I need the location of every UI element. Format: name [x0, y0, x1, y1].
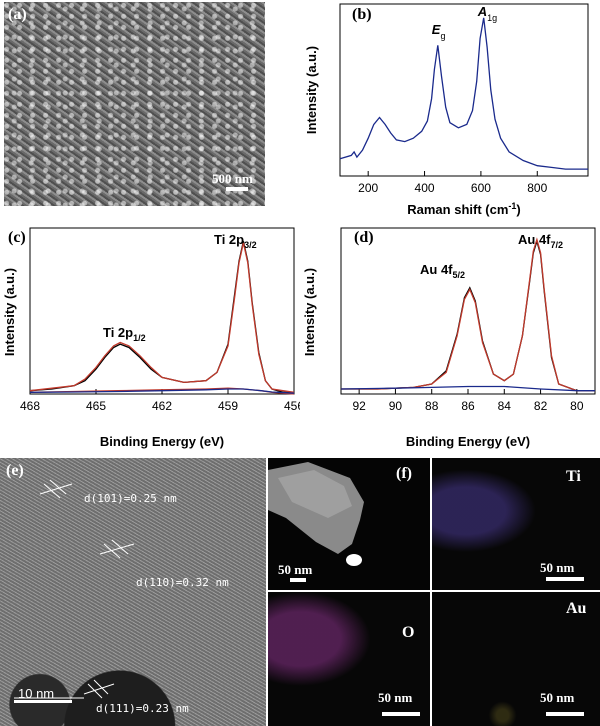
- ti2p-tick-label: 468: [20, 399, 40, 413]
- eds-o-scale-bar: [382, 712, 420, 716]
- raman-peak-label: Eg: [432, 22, 446, 41]
- stem-scale-bar: [290, 578, 306, 582]
- sem-scale-label: 500 nm: [212, 171, 253, 186]
- ti2p-3half-label: Ti 2p3/2: [214, 232, 257, 250]
- stem-particle: [268, 462, 364, 566]
- hrtem-overlay: [14, 479, 135, 699]
- ti2p-frame: [29, 227, 295, 395]
- au4f-y-title: Intensity (a.u.): [302, 268, 317, 356]
- panel-label-c: (c): [8, 229, 26, 246]
- au4f-tick-label: 92: [352, 399, 366, 413]
- lattice-marker-110: [103, 543, 121, 559]
- panel-label-f: (f): [396, 465, 412, 482]
- ti2p-tick-label: 465: [86, 399, 106, 413]
- hrtem-scale-bar: [14, 700, 72, 703]
- ti2p-half-label: Ti 2p1/2: [103, 325, 146, 343]
- panel-label-d: (d): [354, 229, 374, 246]
- au4f-series-0: [341, 238, 595, 392]
- au4f-frame: [340, 227, 596, 395]
- eds-map-au: [432, 592, 600, 726]
- hrtem-scale-label: 10 nm: [18, 686, 55, 701]
- ti2p-tick-label: 456: [284, 399, 300, 413]
- au4f-tick-label: 90: [389, 399, 403, 413]
- raman-series-0: [339, 17, 588, 170]
- sem-image: [4, 2, 265, 206]
- d-spacing-110: d(110)=0.32 nm: [136, 576, 229, 589]
- ti2p-y-title: Intensity (a.u.): [2, 268, 17, 356]
- ti2p-chart: 468 465 462 459 456 Ti 2p1/2 Ti 2p3/2 Bindin…: [2, 227, 300, 449]
- eds-o-label: O: [402, 624, 415, 641]
- panel-label-b: (b): [352, 6, 372, 23]
- eds-ti-scale-label: 50 nm: [540, 560, 575, 575]
- ti2p-x-title: Binding Energy (eV): [100, 434, 224, 449]
- raman-tick-label: 800: [527, 181, 547, 195]
- raman-chart: 200 400 600 800 Eg A1g Raman shift (cm-1) In…: [304, 3, 589, 217]
- au4f-tick-label: 86: [461, 399, 475, 413]
- eds-map-o: [268, 592, 430, 726]
- ti2p-series-3: [29, 388, 295, 394]
- eds-au-label: Au: [566, 600, 587, 617]
- raman-tick-label: 400: [415, 181, 435, 195]
- hrtem-image: [0, 458, 266, 726]
- eds-map-ti: [432, 458, 600, 590]
- raman-peak-label: A1g: [477, 4, 497, 23]
- d-spacing-101: d(101)=0.25 nm: [84, 492, 177, 505]
- au-particle: [346, 554, 362, 566]
- ti2p-tick-label: 459: [218, 399, 238, 413]
- eds-o-scale-label: 50 nm: [378, 690, 413, 705]
- sem-scale-bar: [226, 187, 248, 191]
- stem-image: [268, 458, 430, 590]
- au4f-72-label: Au 4f7/2: [518, 232, 563, 250]
- lattice-marker-101: [43, 483, 61, 499]
- eds-au-scale-bar: [546, 712, 584, 716]
- raman-tick-label: 600: [471, 181, 491, 195]
- au4f-series-2: [340, 385, 595, 392]
- raman-frame: [339, 3, 589, 177]
- ti2p-series-1: [29, 242, 295, 393]
- eds-ti-label: Ti: [566, 468, 581, 485]
- au4f-x-title: Binding Energy (eV): [406, 434, 530, 449]
- panel-label-a: (a): [8, 6, 27, 23]
- panel-label-e: (e): [6, 462, 24, 479]
- ti2p-tick-label: 462: [152, 399, 172, 413]
- eds-ti-scale-bar: [546, 577, 584, 581]
- raman-tick-label: 200: [358, 181, 378, 195]
- lattice-marker-111: [87, 683, 103, 699]
- d-spacing-111: d(111)=0.23 nm: [96, 702, 189, 715]
- au4f-52-label: Au 4f5/2: [420, 262, 465, 280]
- au4f-chart: 92 90 88 86 84 82 80 Au 4f5/2 Au 4f7/2 Binding…: [302, 227, 596, 449]
- raman-x-title: Raman shift (cm-1): [407, 201, 521, 217]
- raman-y-title: Intensity (a.u.): [304, 46, 319, 134]
- au4f-tick-label: 84: [498, 399, 512, 413]
- au4f-tick-label: 80: [570, 399, 584, 413]
- au4f-tick-label: 88: [425, 399, 439, 413]
- au4f-series-1: [341, 237, 595, 392]
- stem-scale-label: 50 nm: [278, 562, 313, 577]
- au4f-tick-label: 82: [534, 399, 548, 413]
- eds-au-scale-label: 50 nm: [540, 690, 575, 705]
